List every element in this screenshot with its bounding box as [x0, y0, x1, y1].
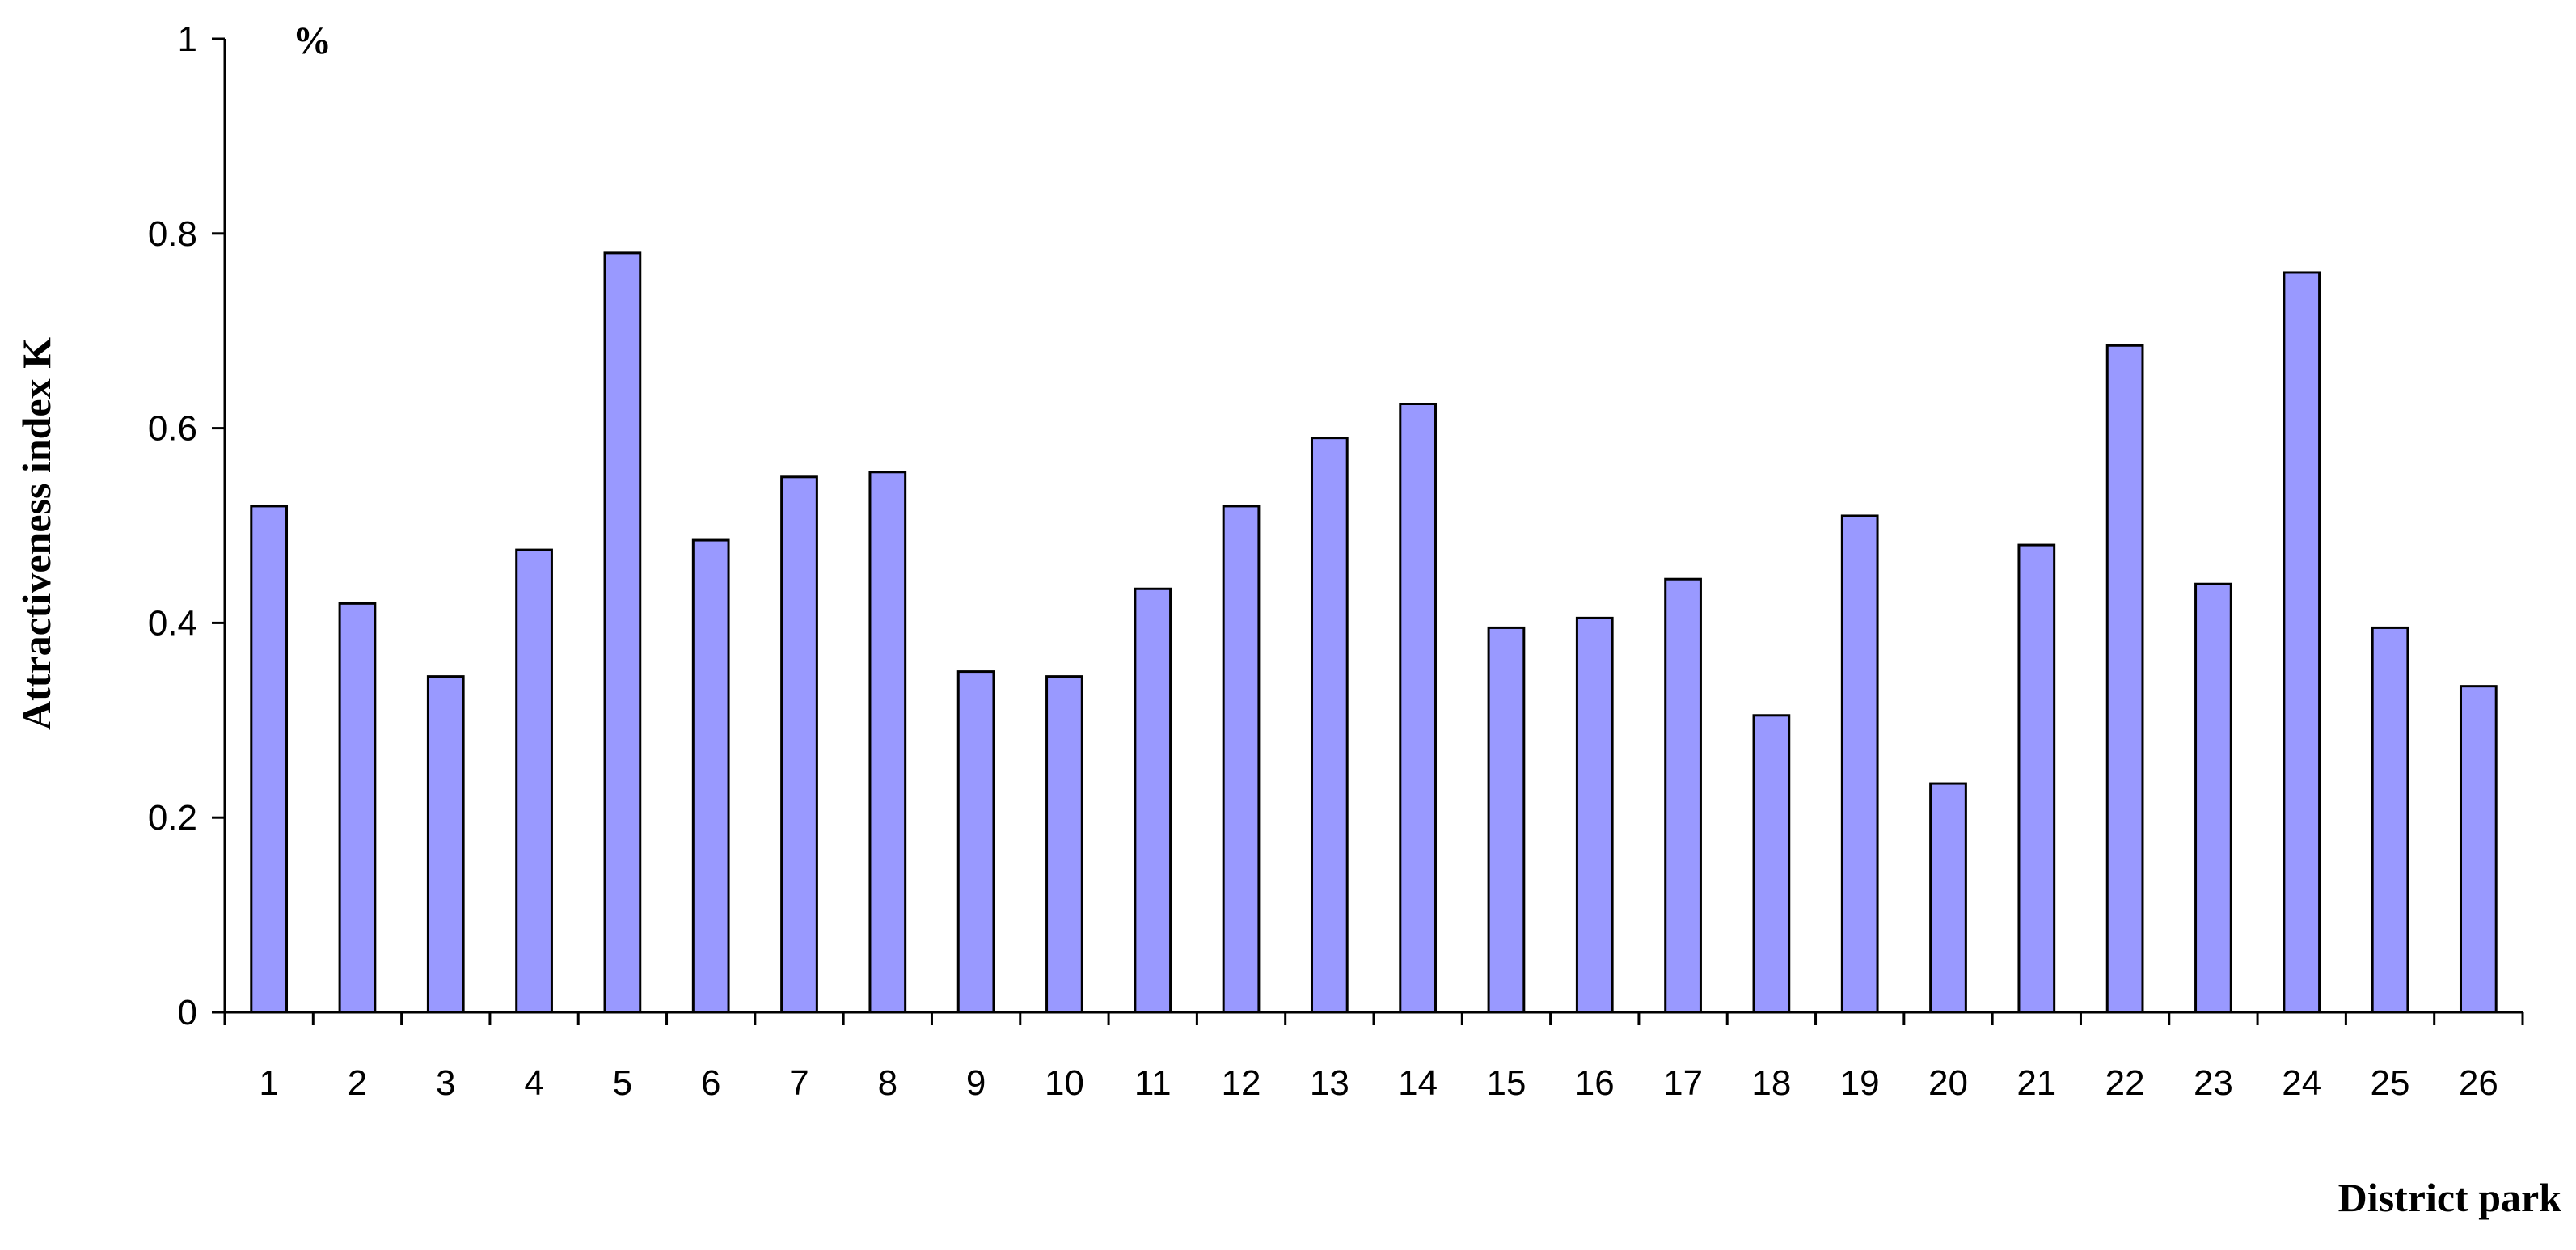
bar-15 [1487, 626, 1526, 1014]
x-tick-label: 2 [348, 1063, 367, 1103]
bar-5 [603, 251, 642, 1014]
bar-22 [2105, 344, 2144, 1014]
bar-8 [868, 471, 907, 1014]
x-tick-label: 11 [1134, 1063, 1172, 1103]
y-tick-label: 0 [178, 993, 197, 1033]
bar-21 [2017, 543, 2056, 1014]
x-tick-label: 23 [2194, 1063, 2233, 1103]
bar-25 [2371, 626, 2409, 1014]
y-tick-label: 0.6 [148, 409, 197, 449]
bar-18 [1752, 714, 1791, 1014]
y-axis-ticks: 0 0.2 0.4 0.6 0.8 1 [148, 19, 225, 1033]
bar-26 [2459, 685, 2498, 1014]
x-tick-label: 1 [259, 1063, 278, 1103]
bar-13 [1310, 437, 1349, 1014]
bar-23 [2194, 582, 2232, 1014]
y-tick-label: 0.8 [148, 214, 197, 254]
x-axis-ticks: 1 2 3 4 5 6 7 8 9 10 11 12 13 14 15 16 17 18 19 20 21 22 23 24 2… [223, 1012, 2524, 1103]
bar-12 [1222, 505, 1261, 1014]
bar-3 [426, 675, 465, 1014]
x-tick-label: 22 [2105, 1063, 2145, 1103]
x-tick-label: 5 [613, 1063, 632, 1103]
bar-6 [691, 538, 730, 1014]
bar-9 [956, 670, 995, 1014]
bar-2 [338, 602, 377, 1014]
bar-19 [1840, 514, 1879, 1014]
x-tick-label: 26 [2459, 1063, 2498, 1103]
bar-20 [1929, 782, 1967, 1014]
unit-label: % [293, 19, 332, 62]
bar-17 [1664, 577, 1702, 1014]
bar-7 [780, 475, 818, 1014]
x-tick-label: 25 [2371, 1063, 2410, 1103]
x-tick-label: 7 [789, 1063, 809, 1103]
bar-16 [1575, 616, 1614, 1014]
bar-1 [250, 505, 289, 1014]
x-tick-label: 15 [1486, 1063, 1526, 1103]
bar-24 [2283, 271, 2321, 1014]
x-tick-label: 21 [2016, 1063, 2056, 1103]
x-tick-label: 16 [1575, 1063, 1615, 1103]
x-tick-label: 10 [1045, 1063, 1084, 1103]
x-tick-label: 13 [1310, 1063, 1349, 1103]
x-tick-label: 4 [524, 1063, 543, 1103]
bar-11 [1134, 587, 1172, 1014]
bars [250, 251, 2498, 1014]
x-tick-label: 20 [1928, 1063, 1968, 1103]
x-tick-label: 24 [2282, 1063, 2321, 1103]
y-axis-title: Attractiveness index K [14, 337, 59, 730]
x-tick-label: 17 [1663, 1063, 1703, 1103]
x-tick-label: 18 [1751, 1063, 1791, 1103]
y-tick-label: 1 [178, 19, 197, 59]
x-tick-label: 12 [1222, 1063, 1261, 1103]
x-tick-label: 8 [878, 1063, 897, 1103]
y-tick-label: 0.4 [148, 603, 197, 643]
x-tick-label: 3 [436, 1063, 455, 1103]
x-tick-label: 6 [701, 1063, 720, 1103]
x-axis-title: District park [2338, 1175, 2562, 1220]
bar-10 [1045, 675, 1083, 1014]
x-tick-label: 19 [1840, 1063, 1880, 1103]
y-tick-label: 0.2 [148, 798, 197, 838]
bar-14 [1399, 403, 1438, 1014]
x-tick-label: 9 [966, 1063, 986, 1103]
x-tick-label: 14 [1398, 1063, 1438, 1103]
bar-4 [515, 548, 553, 1014]
